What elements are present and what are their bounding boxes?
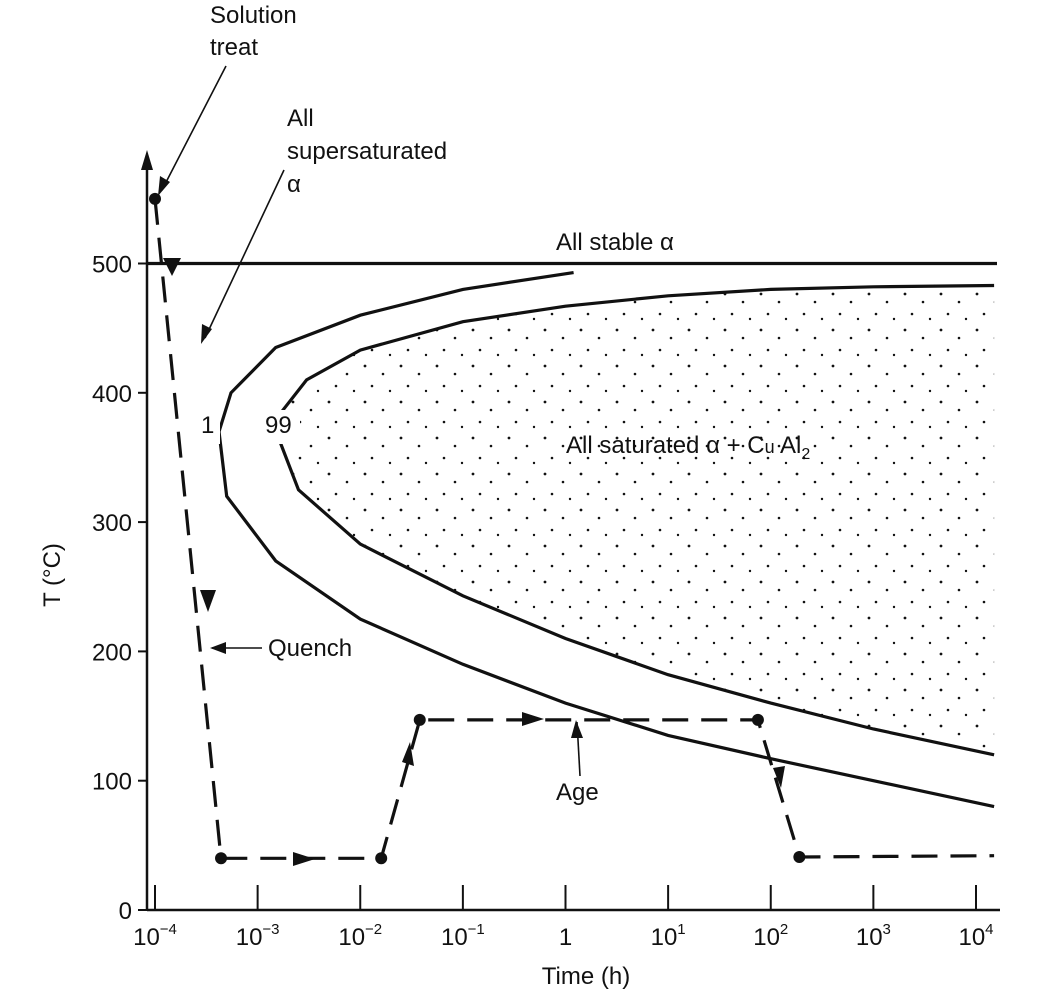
x-tick-exponent: −4: [160, 921, 177, 938]
x-tick-base: 1: [559, 924, 572, 951]
stable-alpha-label: All stable α: [556, 229, 674, 256]
curve-99-label-gap: [262, 410, 300, 444]
solution-treat-label-line2: treat: [210, 34, 258, 61]
saturated-region-label-u: u: [765, 437, 775, 457]
saturated-region-fill: [278, 285, 995, 755]
x-tick-exponent: 1: [677, 921, 685, 938]
x-tick-base: 10: [651, 924, 678, 951]
aging-arrow-icon: [522, 712, 544, 726]
cooling-arrow-icon: [163, 258, 181, 276]
solution-treat-leader-arrow-icon: [158, 176, 170, 196]
heat-treatment-point: [793, 850, 806, 863]
x-tick-exponent: −3: [262, 921, 279, 938]
quench-arrow-icon: [200, 590, 216, 612]
curve-1-label-gap: [196, 410, 220, 444]
age-leader-arrow-icon: [571, 720, 583, 738]
x-tick-base: 10: [338, 924, 365, 951]
x-tick-exponent: 2: [780, 921, 788, 938]
tick-group: 10−4 10−3 10−2 10−1 1 101 102 103 10401002003004…: [92, 252, 994, 952]
quench-label: Quench: [268, 635, 352, 662]
x-tick-label: 10−1: [441, 921, 485, 951]
x-axis-label: Time (h): [542, 963, 630, 990]
x-tick-label: 10−4: [133, 921, 177, 951]
y-axis-arrow-icon: [141, 150, 153, 170]
x-tick-label: 1: [559, 924, 572, 951]
y-tick-label: 500: [92, 252, 132, 279]
heat-treatment-point: [149, 192, 161, 205]
x-tick-label: 10−2: [338, 921, 382, 951]
heat-treatment-point: [751, 713, 764, 726]
x-tick-exponent: −1: [468, 921, 485, 938]
supersaturated-label-line1: All: [287, 105, 314, 132]
supersaturated-leader: [204, 169, 285, 339]
y-tick-label: 0: [119, 898, 132, 925]
x-tick-base: 10: [236, 924, 263, 951]
y-axis-label: T (°C): [39, 543, 66, 607]
age-label: Age: [556, 779, 599, 806]
y-tick-label: 300: [92, 510, 132, 537]
x-tick-exponent: 3: [883, 921, 891, 938]
saturated-region-label: All saturated α + Cu Al2: [566, 432, 810, 463]
saturated-region-label-sub: 2: [801, 446, 810, 463]
y-tick-label: 400: [92, 381, 132, 408]
final-cool-arrow-icon: [773, 766, 785, 788]
x-tick-base: 10: [133, 924, 160, 951]
saturated-region-label-main: All saturated α + C: [566, 432, 765, 459]
x-tick-base: 10: [856, 924, 883, 951]
x-tick-exponent: 4: [985, 921, 993, 938]
supersaturated-leader-arrow-icon: [201, 324, 212, 344]
x-tick-label: 10−3: [236, 921, 280, 951]
x-tick-label: 102: [753, 921, 788, 951]
x-tick-label: 101: [651, 921, 686, 951]
heat-treatment-point: [375, 852, 388, 865]
heat-treatment-point: [413, 713, 426, 726]
supersaturated-label-line2: supersaturated: [287, 138, 447, 165]
supersaturated-label-line3: α: [287, 171, 301, 198]
curve-1-percent: [217, 271, 995, 809]
x-tick-exponent: −2: [365, 921, 382, 938]
curve-1-label: 1: [201, 412, 214, 439]
x-tick-base: 10: [958, 924, 985, 951]
x-tick-base: 10: [441, 924, 468, 951]
heat-treatment-points: [149, 192, 806, 865]
hold-arrow-icon: [293, 852, 315, 866]
x-tick-label: 103: [856, 921, 891, 951]
x-tick-label: 104: [958, 921, 993, 951]
y-tick-label: 200: [92, 639, 132, 666]
solution-treat-label-line1: Solution: [210, 2, 297, 29]
saturated-region-label-al: Al: [775, 432, 802, 459]
quench-leader-arrow-icon: [210, 642, 226, 654]
x-tick-base: 10: [753, 924, 780, 951]
heating-arrow-icon: [402, 742, 414, 766]
solution-treat-leader: [161, 65, 227, 191]
y-tick-label: 100: [92, 769, 132, 796]
curve-99-label: 99: [265, 412, 292, 439]
heat-treatment-point: [215, 852, 228, 865]
